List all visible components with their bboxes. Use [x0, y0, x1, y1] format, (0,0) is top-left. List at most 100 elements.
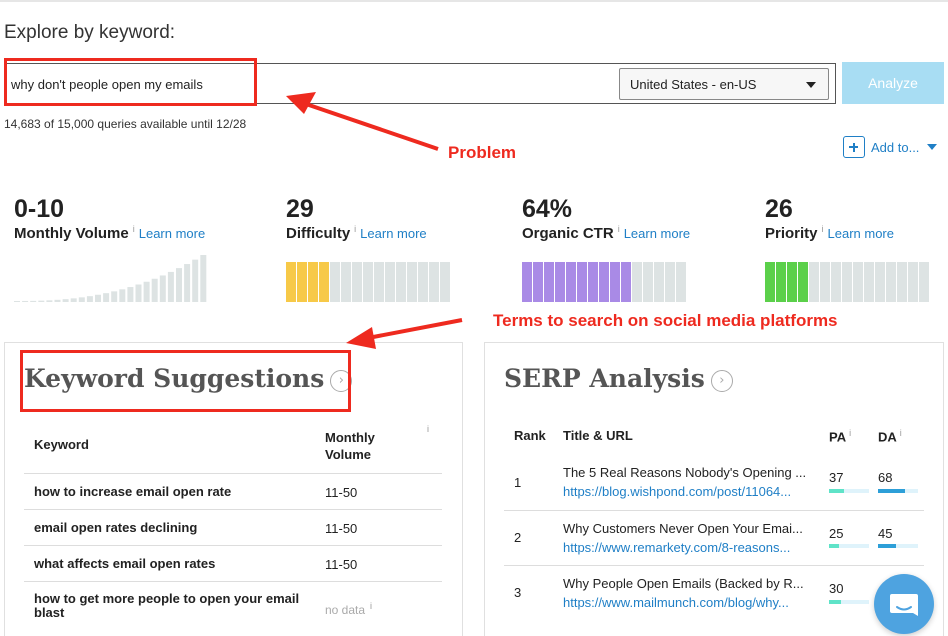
serp-result-title: The 5 Real Reasons Nobody's Opening ...	[563, 465, 807, 480]
info-icon[interactable]: i	[427, 424, 429, 434]
serp-pa-value: 25	[829, 526, 844, 541]
chevron-right-circle-icon[interactable]: ›	[330, 370, 353, 392]
serp-row[interactable]: 1 The 5 Real Reasons Nobody's Opening ..…	[504, 456, 924, 510]
column-header-monthly-volume: Monthly Volume	[325, 430, 375, 462]
meter-segment	[831, 262, 841, 302]
volume-trend-bar	[86, 296, 93, 302]
meter-segment	[330, 262, 340, 302]
pa-bar	[829, 544, 869, 548]
keyword-suggestions-title[interactable]: Keyword Suggestions ›	[24, 364, 353, 393]
volume-trend-bar	[135, 284, 142, 302]
volume-trend-bar	[151, 278, 158, 302]
analyze-button[interactable]: Analyze	[842, 62, 944, 104]
meter-segment	[544, 262, 554, 302]
serp-rank: 1	[514, 475, 522, 490]
serp-result-title: Why Customers Never Open Your Emai...	[563, 521, 803, 536]
volume-trend-bar	[103, 293, 110, 302]
meter-segment	[429, 262, 439, 302]
locale-select[interactable]: United States - en-US	[619, 68, 829, 100]
meter-segment	[908, 262, 918, 302]
learn-more-link[interactable]: Learn more	[138, 226, 206, 241]
meter-segment	[566, 262, 576, 302]
column-header-keyword: Keyword	[34, 437, 89, 452]
serp-result-url[interactable]: https://www.mailmunch.com/blog/why...	[563, 595, 789, 610]
meter-segment	[765, 262, 775, 302]
volume-trend-bar	[143, 281, 150, 302]
keyword-volume: 11-50	[325, 521, 358, 536]
meter-segment	[787, 262, 797, 302]
chevron-right-circle-icon[interactable]: ›	[710, 370, 733, 392]
volume-trend-bar	[167, 271, 174, 302]
volume-trend-bar	[54, 299, 61, 302]
info-icon[interactable]: i	[132, 224, 135, 234]
learn-more-link[interactable]: Learn more	[623, 226, 691, 241]
panel-title-text: SERP Analysis	[504, 364, 705, 393]
metric-priority: 26 Priority i Learn more	[765, 195, 894, 242]
add-to-button[interactable]: Add to...	[843, 136, 938, 158]
metric-value: 26	[765, 195, 793, 223]
table-row[interactable]: how to get more people to open your emai…	[24, 581, 442, 631]
metric-value: 64%	[522, 195, 573, 223]
info-icon[interactable]: i	[899, 428, 902, 438]
chat-widget-button[interactable]	[874, 574, 934, 634]
meter-segment	[820, 262, 830, 302]
table-row[interactable]: how to increase email open rate 11-50	[24, 473, 442, 509]
meter-segment	[875, 262, 885, 302]
learn-more-link[interactable]: Learn more	[827, 226, 894, 241]
info-icon[interactable]: i	[821, 224, 824, 234]
keyword-suggestions-highlight-box	[20, 350, 351, 412]
metric-label: Organic CTR	[522, 225, 614, 242]
volume-trend-bar	[119, 289, 126, 302]
meter-segment	[555, 262, 565, 302]
column-header-rank: Rank	[514, 428, 546, 443]
serp-result-title: Why People Open Emails (Backed by R...	[563, 576, 804, 591]
metric-difficulty: 29 Difficulty i Learn more	[286, 195, 427, 242]
table-row[interactable]: email open rates declining 11-50	[24, 509, 442, 545]
keyword-term: how to get more people to open your emai…	[34, 591, 300, 620]
serp-da-value: 68	[878, 470, 893, 485]
meter-segment	[440, 262, 450, 302]
serp-result-url[interactable]: https://www.remarkety.com/8-reasons...	[563, 540, 791, 555]
meter-segment	[577, 262, 587, 302]
volume-trend-bar	[70, 298, 77, 302]
meter-segment	[418, 262, 428, 302]
volume-trend-bar	[111, 291, 118, 302]
organic-ctr-meter	[522, 262, 687, 302]
explore-title: Explore by keyword:	[4, 22, 176, 43]
metric-value: 29	[286, 195, 314, 223]
keyword-search-bar: United States - en-US	[4, 63, 836, 104]
volume-trend-bar	[200, 255, 207, 302]
table-row[interactable]: what affects email open rates 11-50	[24, 545, 442, 581]
meter-segment	[897, 262, 907, 302]
terms-annotation-label: Terms to search on social media platform…	[493, 311, 838, 330]
problem-highlight-box	[4, 58, 257, 106]
volume-trend-bar	[78, 297, 85, 302]
panel-title-text: Keyword Suggestions	[24, 364, 325, 393]
info-icon[interactable]: i	[370, 601, 373, 611]
serp-result-url[interactable]: https://blog.wishpond.com/post/11064...	[563, 484, 792, 499]
meter-segment	[533, 262, 543, 302]
serp-row[interactable]: 2 Why Customers Never Open Your Emai... …	[504, 510, 924, 565]
top-divider	[0, 0, 948, 2]
meter-segment	[665, 262, 675, 302]
serp-da-value: 45	[878, 526, 893, 541]
meter-segment	[363, 262, 373, 302]
metric-organic-ctr: 64% Organic CTR i Learn more	[522, 195, 690, 242]
meter-segment	[286, 262, 296, 302]
info-icon[interactable]: i	[354, 224, 357, 234]
difficulty-meter	[286, 262, 451, 302]
info-icon[interactable]: i	[849, 428, 852, 438]
volume-trend-bar	[176, 268, 182, 302]
meter-segment	[374, 262, 384, 302]
learn-more-link[interactable]: Learn more	[360, 226, 427, 241]
metric-value: 0-10	[14, 195, 65, 223]
info-icon[interactable]: i	[617, 224, 620, 234]
volume-trend-bar	[38, 300, 45, 302]
priority-meter	[765, 262, 930, 302]
problem-annotation-label: Problem	[448, 143, 517, 162]
score-bar-fill	[829, 600, 841, 604]
serp-rank: 3	[514, 585, 522, 600]
score-bar-fill	[829, 489, 844, 493]
serp-analysis-title[interactable]: SERP Analysis ›	[504, 364, 733, 393]
serp-row[interactable]: 3 Why People Open Emails (Backed by R...…	[504, 565, 924, 619]
